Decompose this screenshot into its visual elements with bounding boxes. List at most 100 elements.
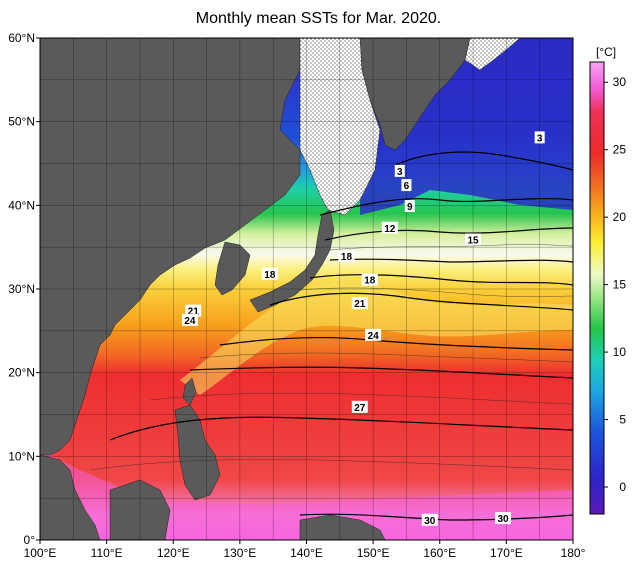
contour-label-bg bbox=[404, 200, 415, 213]
contour-label-text: 6 bbox=[404, 181, 410, 192]
contour-label: 15 bbox=[465, 233, 482, 246]
contour-label: 9 bbox=[404, 200, 415, 213]
contour-30 bbox=[299, 513, 573, 521]
colorbar-tick-label: 20 bbox=[613, 210, 627, 224]
contour-label-bg bbox=[534, 131, 545, 144]
x-axis-labels: 100°E 110°E 120°E 130°E 140°E 150°E 160°E 170°E… bbox=[24, 540, 586, 560]
colorbar-scale bbox=[589, 61, 605, 515]
contour-label-text: 3 bbox=[537, 133, 543, 144]
contour-15 bbox=[309, 274, 573, 286]
x-tick-label: 160°E bbox=[423, 546, 456, 560]
x-tick-label: 110°E bbox=[91, 546, 123, 560]
colorbar-tick-label: 30 bbox=[613, 75, 627, 89]
contour-label: 30 bbox=[421, 513, 438, 527]
contour-label-bg bbox=[181, 313, 198, 326]
contour-label-bg bbox=[351, 297, 368, 310]
indochina bbox=[40, 454, 101, 540]
y-tick-label: 60°N bbox=[8, 31, 35, 45]
y-tick-label: 30°N bbox=[8, 282, 35, 296]
contour-label: 21 bbox=[185, 304, 202, 318]
graticule bbox=[40, 38, 573, 540]
colorbar-tick-label: 10 bbox=[613, 345, 627, 359]
contour-27 bbox=[109, 416, 573, 441]
contour-label: 6 bbox=[401, 179, 412, 192]
philippines bbox=[174, 404, 221, 501]
taiwan bbox=[182, 377, 197, 406]
contour-label-text: 21 bbox=[188, 307, 200, 318]
contour-12 bbox=[329, 258, 573, 263]
contour-label: 18 bbox=[361, 273, 378, 287]
contour-label: 27 bbox=[351, 400, 368, 414]
contour-label-bg bbox=[361, 273, 378, 286]
y-axis-labels: 60°N 50°N 40°N 30°N 20°N 10°N 0° bbox=[8, 31, 40, 547]
contour-label-bg bbox=[401, 179, 412, 192]
contour-label-bg bbox=[261, 267, 278, 280]
contour-label-text: 12 bbox=[384, 224, 396, 235]
colorbar-unit: [°C] bbox=[596, 45, 616, 59]
contour-label-bg bbox=[394, 164, 405, 177]
y-tick-label: 50°N bbox=[8, 115, 35, 129]
map-plot-area bbox=[40, 38, 573, 540]
x-tick-label: 100°E bbox=[24, 546, 57, 560]
colorbar-tick-label: 15 bbox=[613, 278, 627, 292]
contour-24 bbox=[189, 366, 573, 379]
x-tick-label: 180° bbox=[561, 546, 586, 560]
contour-label-text: 18 bbox=[341, 252, 353, 263]
colorbar-tick-label: 25 bbox=[613, 143, 627, 157]
y-tick-label: 20°N bbox=[8, 366, 35, 380]
contour-label-text: 18 bbox=[264, 270, 276, 281]
contour-label-text: 24 bbox=[368, 331, 380, 342]
colorbar-tick-label: 5 bbox=[619, 413, 626, 427]
colorbar-ticks: 30 25 20 15 10 5 0 bbox=[604, 75, 626, 494]
contour-label-bg bbox=[351, 400, 368, 413]
contour-label: 12 bbox=[381, 221, 398, 235]
contour-label-bg bbox=[365, 328, 382, 341]
y-tick-label: 10°N bbox=[8, 449, 35, 463]
contour-label: 21 bbox=[351, 297, 368, 310]
x-tick-label: 140°E bbox=[290, 546, 323, 560]
contour-label-text: 24 bbox=[184, 316, 196, 327]
x-tick-label: 120°E bbox=[157, 546, 190, 560]
contour-label-bg bbox=[338, 250, 355, 263]
contour-label-text: 3 bbox=[397, 167, 403, 178]
land-masses bbox=[40, 38, 471, 540]
contour-label-text: 18 bbox=[364, 276, 376, 287]
contour-6 bbox=[319, 197, 573, 216]
x-tick-label: 130°E bbox=[223, 546, 256, 560]
contour-label: 3 bbox=[394, 164, 405, 178]
contour-label: 24 bbox=[365, 328, 382, 342]
contour-3 bbox=[394, 151, 573, 171]
contour-label-bg bbox=[465, 233, 482, 246]
contour-label-text: 15 bbox=[468, 235, 480, 246]
contour-label-bg bbox=[185, 304, 202, 317]
contour-label: 3 bbox=[534, 131, 545, 144]
japan bbox=[249, 209, 335, 313]
x-tick-label: 150°E bbox=[357, 546, 390, 560]
new-guinea bbox=[299, 514, 386, 540]
contour-label-bg bbox=[421, 513, 438, 526]
minor-contours bbox=[89, 244, 573, 471]
contour-label: 24 bbox=[181, 313, 198, 327]
contour-label-text: 30 bbox=[497, 514, 509, 525]
colorbar: [°C] 30 25 20 15 10 5 0 bbox=[589, 45, 626, 515]
contour-label-text: 30 bbox=[424, 516, 436, 527]
contour-label-bg bbox=[495, 512, 512, 525]
colorbar-tick-label: 0 bbox=[619, 480, 626, 494]
y-tick-label: 40°N bbox=[8, 198, 35, 212]
contour-label-bg bbox=[381, 221, 398, 234]
contour-18 bbox=[269, 292, 573, 311]
contour-label-text: 27 bbox=[354, 403, 366, 414]
korea bbox=[214, 241, 251, 296]
x-tick-label: 170°E bbox=[490, 546, 523, 560]
map-title: Monthly mean SSTs for Mar. 2020. bbox=[195, 10, 442, 27]
contour-label: 30 bbox=[495, 512, 512, 525]
contour-9 bbox=[324, 227, 573, 241]
contour-label-text: 9 bbox=[407, 202, 413, 213]
kuroshio-warm-tongue bbox=[180, 282, 573, 395]
y-tick-label: 0° bbox=[24, 533, 36, 547]
contour-label-text: 21 bbox=[354, 299, 366, 310]
contour-label: 18 bbox=[261, 267, 278, 281]
contour-label: 18 bbox=[338, 250, 355, 263]
kamchatka bbox=[359, 38, 471, 151]
